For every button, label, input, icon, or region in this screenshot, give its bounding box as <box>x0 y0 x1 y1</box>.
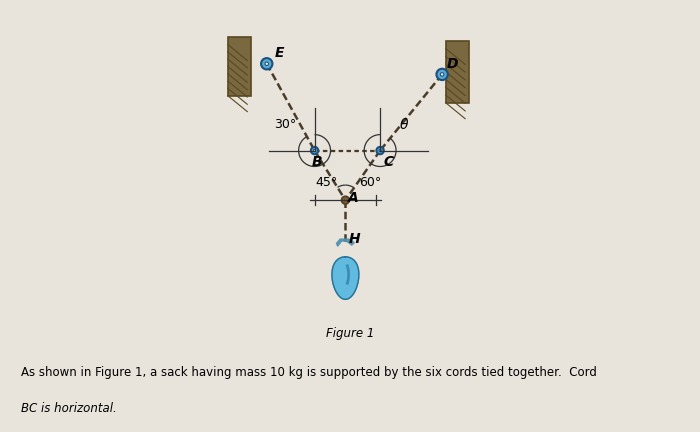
Circle shape <box>377 147 384 154</box>
Text: A: A <box>348 191 359 205</box>
Polygon shape <box>337 239 354 246</box>
Text: E: E <box>274 46 284 60</box>
Polygon shape <box>332 257 359 299</box>
Text: 60°: 60° <box>360 176 382 189</box>
Text: H: H <box>349 232 361 246</box>
Text: As shown in Figure 1, a sack having mass 10 kg is supported by the six cords tie: As shown in Figure 1, a sack having mass… <box>21 366 597 379</box>
Text: C: C <box>384 156 394 169</box>
Circle shape <box>342 197 349 204</box>
Circle shape <box>314 149 316 152</box>
Text: B: B <box>312 156 323 169</box>
Circle shape <box>379 149 382 152</box>
Circle shape <box>440 73 444 76</box>
Text: BC is horizontal.: BC is horizontal. <box>21 403 117 416</box>
Polygon shape <box>446 41 469 103</box>
Text: 45°: 45° <box>315 176 337 189</box>
Circle shape <box>344 199 346 201</box>
Polygon shape <box>228 37 251 95</box>
Circle shape <box>265 62 269 66</box>
Circle shape <box>436 69 448 80</box>
Text: D: D <box>447 57 458 71</box>
Text: Figure 1: Figure 1 <box>326 327 374 340</box>
Circle shape <box>261 58 272 70</box>
Text: 30°: 30° <box>274 118 296 130</box>
Circle shape <box>311 147 318 154</box>
Text: θ: θ <box>400 118 408 132</box>
